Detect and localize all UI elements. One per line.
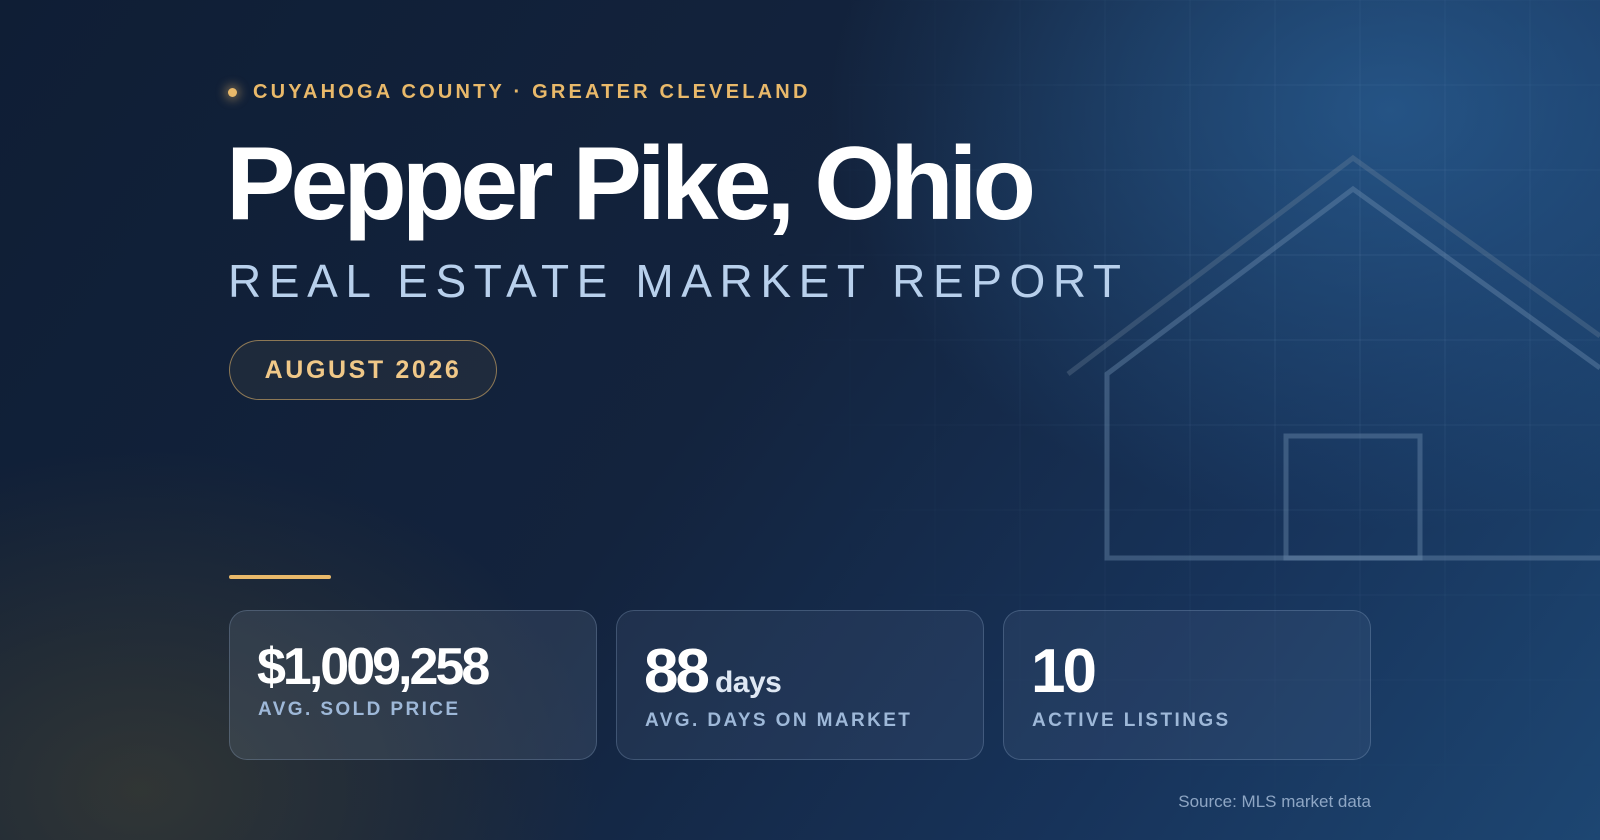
stat-label: ACTIVE LISTINGS bbox=[1032, 710, 1231, 731]
accent-divider bbox=[229, 575, 331, 579]
stat-card-avg-days-on-market: 88 days AVG. DAYS ON MARKET bbox=[616, 610, 984, 760]
stat-unit: days bbox=[714, 666, 782, 699]
page-title: Pepper Pike, Ohio bbox=[226, 126, 1036, 242]
stat-value: 88 days bbox=[644, 637, 782, 718]
report-subtitle: REAL ESTATE MARKET REPORT bbox=[228, 255, 1129, 307]
stat-label: AVG. DAYS ON MARKET bbox=[645, 710, 913, 731]
stat-number: 88 bbox=[644, 637, 710, 706]
date-badge: AUGUST 2026 bbox=[229, 340, 497, 400]
source-note: Source: MLS market data bbox=[1178, 792, 1371, 811]
stat-number: $1,009,258 bbox=[257, 638, 490, 696]
stat-value: 10 bbox=[1031, 637, 1097, 707]
location-label: CUYAHOGA COUNTY · GREATER CLEVELAND bbox=[253, 80, 811, 103]
date-label: AUGUST 2026 bbox=[264, 355, 462, 384]
stat-card-active-listings: 10 ACTIVE LISTINGS bbox=[1003, 610, 1371, 760]
stat-card-avg-sold-price: $1,009,258 AVG. SOLD PRICE bbox=[229, 610, 597, 760]
location-eyebrow: CUYAHOGA COUNTY · GREATER CLEVELAND bbox=[228, 80, 811, 104]
stat-number: 10 bbox=[1031, 637, 1097, 706]
dot-icon bbox=[228, 87, 237, 97]
stat-value: $1,009,258 bbox=[257, 637, 490, 697]
stat-label: AVG. SOLD PRICE bbox=[258, 699, 461, 720]
